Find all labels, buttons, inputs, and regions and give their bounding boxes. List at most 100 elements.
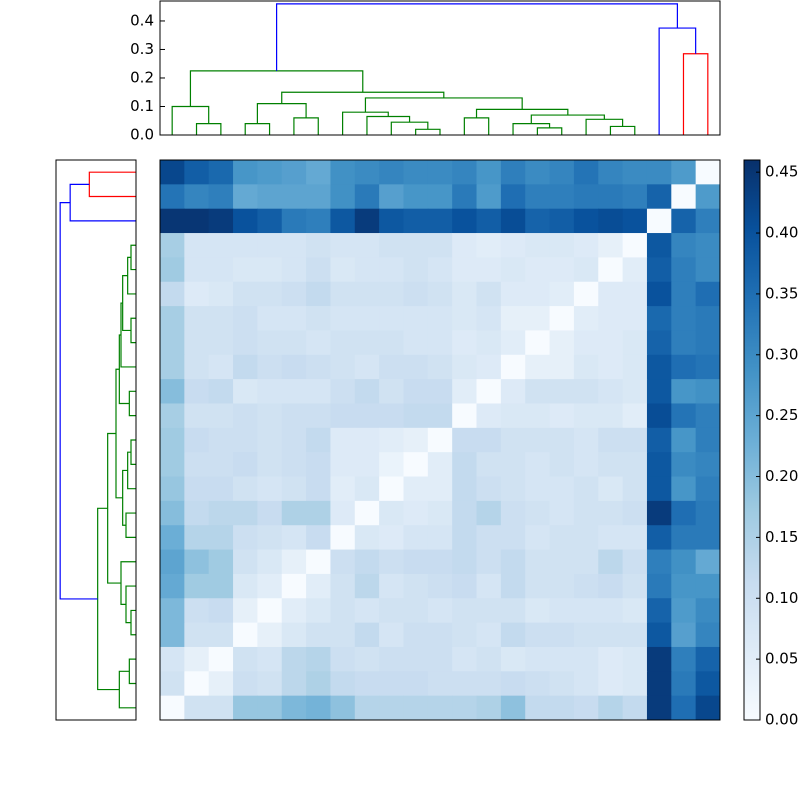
heatmap-cell	[452, 160, 478, 185]
heatmap-cell	[525, 306, 551, 331]
heatmap-cell	[233, 500, 258, 526]
heatmap-cell	[476, 306, 502, 331]
heatmap-cell	[184, 500, 210, 526]
heatmap-cell	[257, 598, 283, 624]
heatmap-cell	[671, 671, 697, 697]
heatmap-cell	[257, 646, 283, 672]
heatmap-cell	[257, 403, 283, 429]
heatmap-cell	[525, 525, 551, 551]
heatmap-cell	[330, 622, 356, 648]
heatmap-cell	[184, 476, 210, 502]
heatmap-cell	[427, 379, 453, 404]
dendrogram-link	[276, 3, 678, 71]
heatmap-cell	[549, 622, 575, 648]
heatmap-cell	[208, 573, 234, 599]
heatmap-cell	[622, 452, 648, 478]
heatmap-cell	[379, 598, 404, 624]
heatmap-cell	[281, 184, 307, 210]
heatmap-cell	[160, 160, 185, 185]
heatmap-cell	[671, 184, 697, 210]
heatmap-cell	[622, 476, 648, 502]
heatmap-cell	[500, 354, 526, 380]
heatmap-cell	[257, 160, 283, 185]
heatmap-cell	[622, 354, 648, 380]
heatmap-cell	[281, 476, 307, 502]
heatmap-cell	[427, 354, 453, 380]
heatmap-cell	[281, 549, 307, 575]
heatmap-cell	[330, 525, 356, 551]
heatmap-cell	[476, 622, 502, 648]
heatmap-cell	[500, 525, 526, 551]
heatmap-cell	[257, 525, 283, 551]
heatmap-cell	[208, 281, 234, 307]
heatmap-cell	[184, 330, 210, 356]
heatmap-cell	[598, 598, 624, 624]
heatmap-cell	[695, 622, 721, 648]
heatmap-cell	[403, 208, 429, 234]
heatmap-cell	[379, 622, 404, 648]
heatmap-cell	[671, 257, 697, 283]
heatmap-cell	[671, 427, 697, 453]
heatmap-cell	[160, 330, 185, 356]
heatmap-cell	[379, 573, 404, 599]
heatmap-cell	[233, 525, 258, 551]
heatmap-cell	[233, 281, 258, 307]
heatmap-cell	[598, 281, 624, 307]
heatmap-cell	[695, 160, 721, 185]
heatmap-cell	[306, 354, 331, 380]
heatmap-cell	[160, 379, 185, 404]
heatmap-cell	[646, 281, 672, 307]
heatmap-cell	[306, 379, 331, 404]
heatmap-cell	[549, 525, 575, 551]
heatmap-cell	[598, 233, 624, 258]
heatmap-cell	[525, 646, 551, 672]
heatmap-cell	[403, 427, 429, 453]
heatmap-cell	[525, 233, 551, 258]
heatmap-cell	[549, 500, 575, 526]
heatmap-cell	[160, 184, 185, 210]
heatmap-cell	[695, 452, 721, 478]
heatmap-cell	[573, 476, 599, 502]
heatmap-cell	[208, 622, 234, 648]
heatmap-cell	[257, 330, 283, 356]
heatmap-cell	[427, 476, 453, 502]
heatmap-cell	[622, 622, 648, 648]
heatmap-cell	[452, 330, 478, 356]
heatmap-cell	[330, 354, 356, 380]
heatmap-cell	[306, 476, 331, 502]
heatmap-cell	[695, 427, 721, 453]
heatmap-cell	[671, 354, 697, 380]
heatmap-cell	[671, 598, 697, 624]
heatmap-cell	[598, 160, 624, 185]
heatmap-cell	[160, 500, 185, 526]
heatmap-cell	[233, 549, 258, 575]
heatmap-cell	[671, 500, 697, 526]
axes-frame	[159, 159, 721, 721]
heatmap-cell	[525, 379, 551, 404]
heatmap-cell	[306, 306, 331, 331]
heatmap-cell	[500, 500, 526, 526]
heatmap-cell	[476, 330, 502, 356]
heatmap-cell	[281, 160, 307, 185]
heatmap-cell	[281, 354, 307, 380]
dendrogram-link	[244, 122, 271, 135]
axes-frame	[55, 159, 137, 721]
heatmap-cell	[379, 184, 404, 210]
heatmap-cell	[354, 452, 380, 478]
heatmap-cell	[695, 354, 721, 380]
dendrogram-link	[609, 125, 636, 135]
heatmap-cell	[184, 427, 210, 453]
heatmap-cell	[549, 208, 575, 234]
axes-frame	[159, 0, 721, 136]
heatmap-cell	[549, 646, 575, 672]
heatmap-cell	[403, 622, 429, 648]
dendrogram-link	[530, 114, 605, 124]
heatmap-cell	[427, 403, 453, 429]
colorbar-tick-label: 0.15	[765, 528, 798, 546]
heatmap-cell	[598, 452, 624, 478]
heatmap-cell	[354, 160, 380, 185]
heatmap-cell	[452, 549, 478, 575]
heatmap-cell	[208, 427, 234, 453]
heatmap-cell	[500, 184, 526, 210]
colorbar-tick-label: 0.45	[765, 163, 798, 181]
